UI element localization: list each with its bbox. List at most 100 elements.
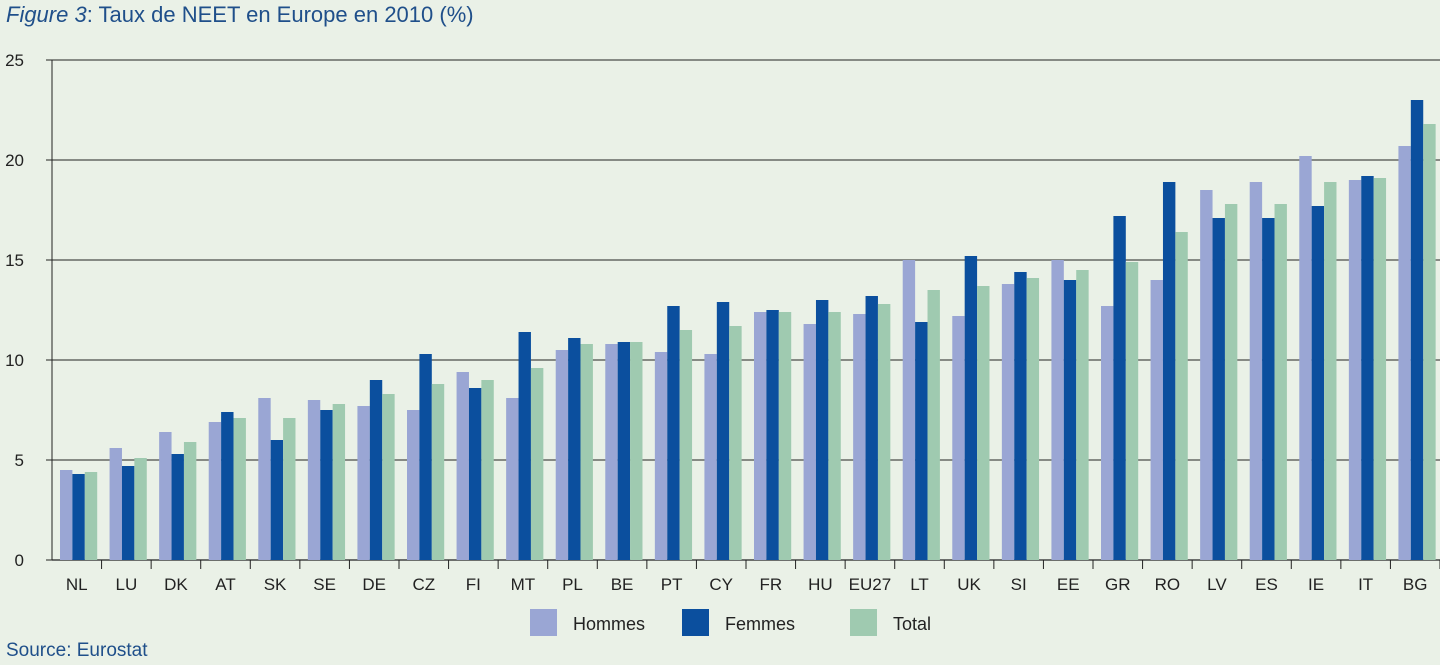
bar-femmes-eu27 — [865, 296, 878, 560]
bar-total-uk — [977, 286, 990, 560]
bar-hommes-sk — [258, 398, 271, 560]
bar-total-lt — [927, 290, 940, 560]
title-text: : Taux de NEET en Europe en 2010 (%) — [86, 2, 474, 27]
bar-total-it — [1373, 178, 1387, 560]
source-note: Source: Eurostat — [6, 640, 148, 661]
bar-femmes-hu — [815, 300, 829, 560]
bar-hommes-de — [357, 406, 370, 560]
bar-hommes-uk — [952, 316, 965, 560]
bar-hommes-si — [1001, 284, 1015, 560]
bar-hommes-lv — [1200, 190, 1213, 560]
figure-label: Figure 3 — [6, 2, 87, 27]
x-tick-label: PL — [562, 575, 583, 594]
bar-femmes-uk — [964, 256, 978, 560]
bar-femmes-be — [617, 342, 631, 560]
x-tick-label: SI — [1011, 575, 1027, 594]
x-tick-label: LT — [910, 575, 929, 594]
bar-hommes-ro — [1150, 280, 1163, 560]
bar-hommes-ee — [1051, 260, 1064, 560]
bar-total-gr — [1125, 262, 1139, 560]
y-tick-label: 5 — [15, 451, 24, 470]
x-tick-label: EE — [1057, 575, 1080, 594]
bar-hommes-eu27 — [853, 314, 866, 560]
x-tick-label: ES — [1255, 575, 1278, 594]
bar-femmes-it — [1361, 176, 1374, 560]
bar-hommes-fi — [456, 372, 469, 560]
bar-total-mt — [530, 368, 544, 560]
x-tick-label: FI — [466, 575, 481, 594]
x-tick-label: LV — [1207, 575, 1227, 594]
bar-total-de — [382, 394, 395, 560]
bar-femmes-se — [320, 410, 333, 560]
legend-label-hommes: Hommes — [573, 614, 645, 634]
bar-total-be — [630, 342, 643, 560]
x-tick-label: HU — [808, 575, 833, 594]
x-tick-label: IT — [1358, 575, 1373, 594]
bar-hommes-gr — [1101, 306, 1114, 560]
bar-total-fi — [481, 380, 494, 560]
bar-total-lv — [1224, 204, 1238, 560]
bar-total-ie — [1324, 182, 1337, 560]
x-tick-label: CY — [709, 575, 733, 594]
x-tick-label: SK — [264, 575, 287, 594]
bar-femmes-de — [369, 380, 383, 560]
bar-hommes-be — [605, 344, 618, 560]
bar-total-hu — [828, 312, 841, 560]
bar-hommes-lt — [902, 260, 916, 560]
bar-hommes-bg — [1398, 146, 1411, 560]
bar-femmes-ie — [1311, 206, 1325, 560]
bar-total-ro — [1175, 232, 1188, 560]
bar-total-lu — [134, 458, 147, 560]
bar-femmes-dk — [171, 454, 184, 560]
x-tick-label: BE — [611, 575, 634, 594]
y-tick-label: 0 — [15, 551, 24, 570]
y-tick-label: 25 — [5, 51, 24, 70]
chart-title: Figure 3: Taux de NEET en Europe en 2010… — [6, 2, 474, 28]
x-tick-label: GR — [1105, 575, 1131, 594]
bar-femmes-es — [1262, 218, 1275, 560]
y-tick-label: 15 — [5, 251, 24, 270]
bar-total-pl — [580, 344, 593, 560]
bar-hommes-at — [208, 422, 222, 560]
bar-hommes-mt — [506, 398, 519, 560]
x-tick-label: PT — [661, 575, 683, 594]
bar-total-cy — [729, 326, 742, 560]
bar-hommes-lu — [109, 448, 122, 560]
legend-swatch-total — [850, 609, 877, 636]
x-tick-label: FR — [759, 575, 782, 594]
x-tick-label: RO — [1155, 575, 1181, 594]
x-tick-label: EU27 — [849, 575, 892, 594]
bar-hommes-se — [307, 400, 321, 560]
bar-femmes-at — [221, 412, 234, 560]
bar-total-si — [1026, 278, 1040, 560]
x-tick-label: NL — [66, 575, 88, 594]
bar-femmes-ee — [1063, 280, 1077, 560]
bar-femmes-cy — [716, 302, 730, 560]
bar-femmes-pl — [568, 338, 581, 560]
bar-femmes-bg — [1410, 100, 1424, 560]
bar-femmes-nl — [72, 474, 85, 560]
bar-femmes-si — [1014, 272, 1027, 560]
bar-hommes-nl — [60, 470, 73, 560]
bar-hommes-dk — [159, 432, 172, 560]
bar-total-eu27 — [877, 304, 891, 560]
x-tick-label: LU — [115, 575, 137, 594]
bar-total-ee — [1076, 270, 1089, 560]
bar-total-nl — [84, 472, 98, 560]
y-tick-label: 20 — [5, 151, 24, 170]
bar-total-dk — [183, 442, 197, 560]
legend-label-total: Total — [893, 614, 931, 634]
bar-hommes-cy — [704, 354, 717, 560]
bar-hommes-it — [1348, 180, 1362, 560]
y-tick-label: 10 — [5, 351, 24, 370]
bar-femmes-fr — [766, 310, 779, 560]
x-tick-label: UK — [957, 575, 981, 594]
bar-hommes-fr — [754, 312, 767, 560]
bar-hommes-ie — [1299, 156, 1312, 560]
x-tick-label: SE — [313, 575, 336, 594]
legend-swatch-femmes — [682, 609, 709, 636]
bar-femmes-lt — [915, 322, 928, 560]
x-tick-label: MT — [511, 575, 536, 594]
x-tick-label: DK — [164, 575, 188, 594]
bar-femmes-fi — [468, 388, 482, 560]
